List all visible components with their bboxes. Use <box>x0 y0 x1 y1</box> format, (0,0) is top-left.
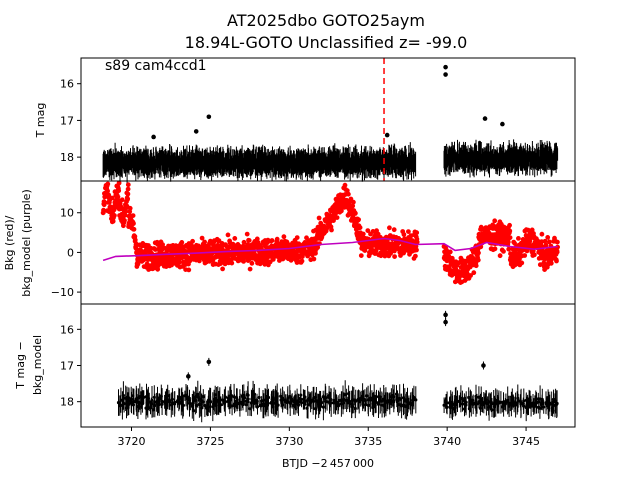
panel-top-data <box>102 58 559 184</box>
light-curve-errorbars <box>443 139 559 178</box>
y-tick-label: 0 <box>67 246 74 259</box>
y-tick-label: −10 <box>51 286 74 299</box>
x-tick-label: 3745 <box>512 435 540 448</box>
chart-title-line1: AT2025dbo GOTO25aym <box>227 11 425 30</box>
panel-top-ylabel: T mag <box>34 103 47 139</box>
data-point <box>482 116 488 121</box>
y-tick-label: 16 <box>60 323 74 336</box>
panel-middle-data <box>100 180 560 285</box>
data-point <box>186 374 191 379</box>
y-tick-label: 18 <box>60 396 74 409</box>
panel-bottom-data <box>116 310 559 423</box>
data-point <box>481 363 486 368</box>
y-tick-label: 16 <box>60 78 74 91</box>
data-point <box>206 359 212 365</box>
data-point <box>384 132 390 138</box>
x-tick-label: 3740 <box>433 435 461 448</box>
y-tick-label: 17 <box>60 114 74 127</box>
panel-bottom-ylabel-line1: T mag − <box>14 341 27 389</box>
panel-bottom-yticks: 16 17 18 <box>60 323 81 409</box>
x-tick-label: 3720 <box>118 435 146 448</box>
data-point <box>151 134 156 140</box>
y-tick-label: 10 <box>60 207 74 220</box>
x-tick-label: 3735 <box>354 435 382 448</box>
data-point <box>443 319 448 325</box>
x-axis-label: BTJD −2 457 000 <box>282 457 374 470</box>
panel-middle-ylabel-line2: bkg_model (purple) <box>20 189 33 296</box>
panel-middle-ylabel-line1: Bkg (red)/ <box>3 215 16 270</box>
corrected-points <box>442 394 559 413</box>
panel-bottom-frame <box>80 303 576 428</box>
light-curve-errorbars <box>102 142 417 184</box>
panel-middle-yticks: −10 0 10 <box>51 207 81 299</box>
background-points <box>100 180 560 285</box>
panel-bottom-ylabel-line2: bkg_model <box>31 335 44 395</box>
chart-title-line2: 18.94L-GOTO Unclassified z= -99.0 <box>185 33 468 52</box>
data-point <box>443 72 448 77</box>
corrected-points <box>116 392 418 413</box>
panel-top: 16 17 18 s89 cam4ccd1 T mag <box>34 57 576 184</box>
panel-middle: −10 0 10 Bkg (red)/ bkg_model (purple) <box>3 180 576 305</box>
data-point <box>206 114 212 120</box>
background-model-line <box>102 237 558 262</box>
panel-top-yticks: 16 17 18 <box>60 78 81 164</box>
annotation-sector: s89 cam4ccd1 <box>105 58 207 74</box>
y-tick-label: 18 <box>60 151 74 164</box>
x-tick-label: 3725 <box>196 435 224 448</box>
y-tick-label: 17 <box>60 360 74 373</box>
data-point <box>500 121 505 127</box>
panel-bottom-xticks: 3720 3725 3730 3735 3740 3745 <box>118 427 540 448</box>
x-tick-label: 3730 <box>275 435 303 448</box>
data-point <box>443 312 448 318</box>
data-point <box>443 64 448 70</box>
data-point <box>193 129 199 134</box>
